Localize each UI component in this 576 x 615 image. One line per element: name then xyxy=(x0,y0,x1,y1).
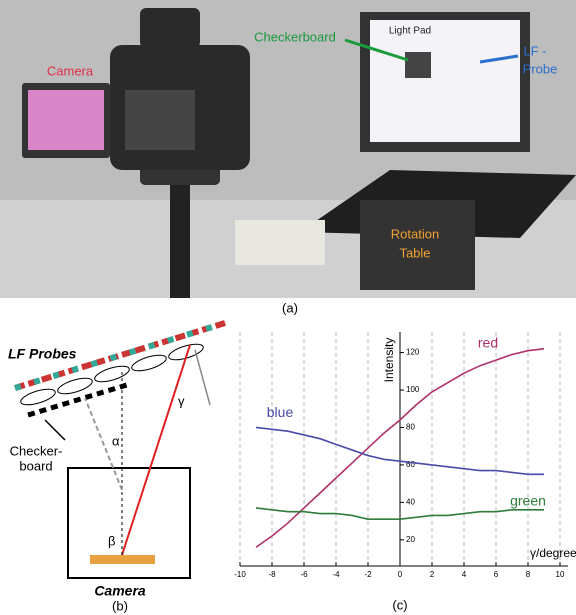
series-label: blue xyxy=(267,404,294,420)
page: Camera Checkerboard Light Pad LF - Probe… xyxy=(0,0,576,615)
photo-label: Table xyxy=(399,245,430,260)
x-tick-label: 6 xyxy=(494,570,499,579)
figure: Camera Checkerboard Light Pad LF - Probe… xyxy=(0,0,576,615)
x-tick-label: -8 xyxy=(268,570,276,579)
x-axis-label: γ/degree xyxy=(530,546,576,560)
y-tick-label: 120 xyxy=(406,348,420,357)
camera-top xyxy=(140,8,200,48)
y-tick-label: 80 xyxy=(406,423,415,432)
photo-label: Light Pad xyxy=(389,26,431,37)
diagram-label: Checker- xyxy=(10,443,63,458)
diagram-label: board xyxy=(19,458,52,473)
light-pad xyxy=(370,20,520,142)
photo-label: Rotation xyxy=(391,226,439,241)
x-tick-label: 8 xyxy=(526,570,531,579)
x-tick-label: 10 xyxy=(556,570,565,579)
diagram-label: Camera xyxy=(94,583,146,599)
x-tick-label: 4 xyxy=(462,570,467,579)
y-tick-label: 40 xyxy=(406,497,415,506)
caption: (c) xyxy=(392,597,407,612)
x-tick-label: -4 xyxy=(332,570,340,579)
checkerboard-target xyxy=(405,52,431,78)
photo: Camera Checkerboard Light Pad LF - Probe… xyxy=(0,0,576,298)
y-tick-label: 20 xyxy=(406,535,415,544)
x-tick-label: -2 xyxy=(364,570,372,579)
y-axis-label: Intensity xyxy=(382,338,396,383)
photo-label: Checkerboard xyxy=(254,29,336,44)
diagram: LF Probes Checker- board α β γ Camera xyxy=(8,323,225,599)
pointer xyxy=(45,420,65,440)
diagram-label: γ xyxy=(178,393,185,408)
power-supply xyxy=(235,220,325,265)
caption: (b) xyxy=(112,598,128,613)
x-tick-label: 2 xyxy=(430,570,435,579)
camera-back xyxy=(125,90,195,150)
ray xyxy=(195,350,210,405)
y-tick-label: 100 xyxy=(406,385,420,394)
checkerboard-strip xyxy=(28,384,130,415)
camera-screen-image xyxy=(28,90,104,150)
diagram-label: β xyxy=(108,533,115,548)
x-tick-label: -10 xyxy=(234,570,246,579)
x-tick-label: -6 xyxy=(300,570,308,579)
ray xyxy=(122,345,190,555)
photo-label: Probe xyxy=(523,61,558,76)
x-tick-label: 0 xyxy=(398,570,403,579)
diagram-label: LF Probes xyxy=(8,346,77,362)
photo-label: LF - xyxy=(523,43,546,58)
sensor xyxy=(90,555,155,564)
series-label: green xyxy=(510,493,546,509)
photo-label: Camera xyxy=(47,63,94,78)
series-label: red xyxy=(478,335,498,351)
diagram-label: α xyxy=(112,433,120,448)
caption: (a) xyxy=(282,300,298,315)
